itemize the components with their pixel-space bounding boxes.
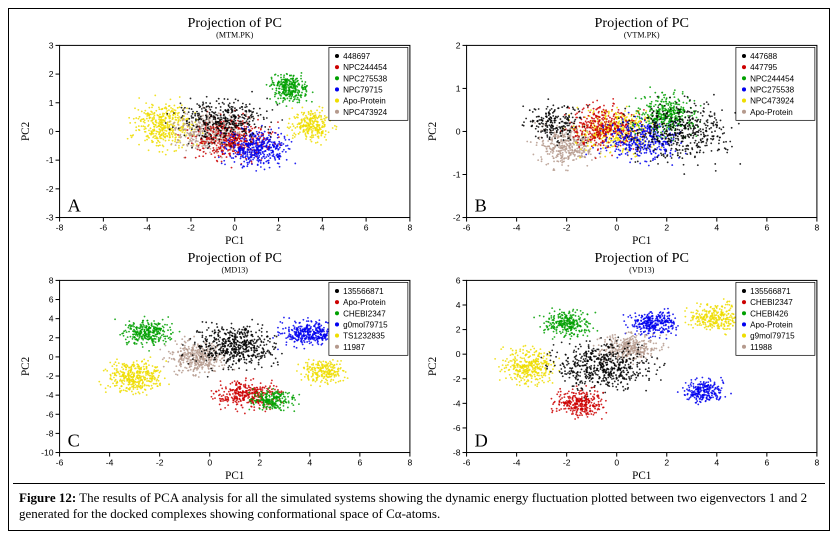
svg-text:-8: -8 bbox=[56, 223, 64, 233]
svg-text:A: A bbox=[68, 195, 82, 215]
svg-text:NPC79715: NPC79715 bbox=[343, 85, 383, 94]
panel-D: Projection of PC(VD13)-6-4-202468-8-6-4-… bbox=[420, 248, 825, 481]
svg-text:NPC275538: NPC275538 bbox=[343, 74, 388, 83]
figure-caption: Figure 12: The results of PCA analysis f… bbox=[13, 483, 825, 527]
svg-text:8: 8 bbox=[408, 223, 413, 233]
svg-text:4: 4 bbox=[320, 223, 325, 233]
svg-text:NPC244454: NPC244454 bbox=[343, 63, 388, 72]
svg-text:(MTM.PK): (MTM.PK) bbox=[216, 30, 253, 39]
svg-text:1: 1 bbox=[49, 98, 54, 108]
svg-text:3: 3 bbox=[49, 40, 54, 50]
svg-text:-2: -2 bbox=[46, 184, 54, 194]
svg-text:448697: 448697 bbox=[343, 52, 371, 61]
figure-frame: Projection of PC(MTM.PK)-8-6-4-202468-3-… bbox=[8, 8, 830, 531]
svg-text:-1: -1 bbox=[46, 155, 54, 165]
panel-B: Projection of PC(VTM.PK)-6-4-202468-2-10… bbox=[420, 13, 825, 246]
svg-text:(VTM.PK): (VTM.PK) bbox=[624, 30, 660, 39]
svg-text:NPC473924: NPC473924 bbox=[343, 108, 388, 117]
svg-text:2: 2 bbox=[49, 69, 54, 79]
svg-text:Apo-Protein: Apo-Protein bbox=[343, 97, 386, 106]
svg-text:-2: -2 bbox=[187, 223, 195, 233]
svg-text:PC1: PC1 bbox=[225, 235, 244, 246]
caption-text: The results of PCA analysis for all the … bbox=[19, 490, 807, 521]
svg-text:-3: -3 bbox=[46, 213, 54, 223]
panel-A: Projection of PC(MTM.PK) -8 -6 -4 -2 0 2 4 6 8 -3 -… bbox=[13, 13, 418, 246]
svg-text:-4: -4 bbox=[143, 223, 151, 233]
svg-text:Projection of PC: Projection of PC bbox=[188, 15, 282, 31]
svg-text:Projection of PC: Projection of PC bbox=[595, 15, 689, 31]
svg-text:0: 0 bbox=[49, 127, 54, 137]
caption-label: Figure 12: bbox=[19, 490, 76, 505]
svg-text:PC2: PC2 bbox=[20, 122, 32, 141]
svg-text:0: 0 bbox=[232, 223, 237, 233]
panel-grid: Projection of PC(MTM.PK)-8-6-4-202468-3-… bbox=[13, 13, 825, 481]
svg-text:6: 6 bbox=[364, 223, 369, 233]
svg-text:-6: -6 bbox=[100, 223, 108, 233]
panel-C: Projection of PC(MD13)-6-4-202468-10-8-6… bbox=[13, 248, 418, 481]
svg-text:2: 2 bbox=[276, 223, 281, 233]
